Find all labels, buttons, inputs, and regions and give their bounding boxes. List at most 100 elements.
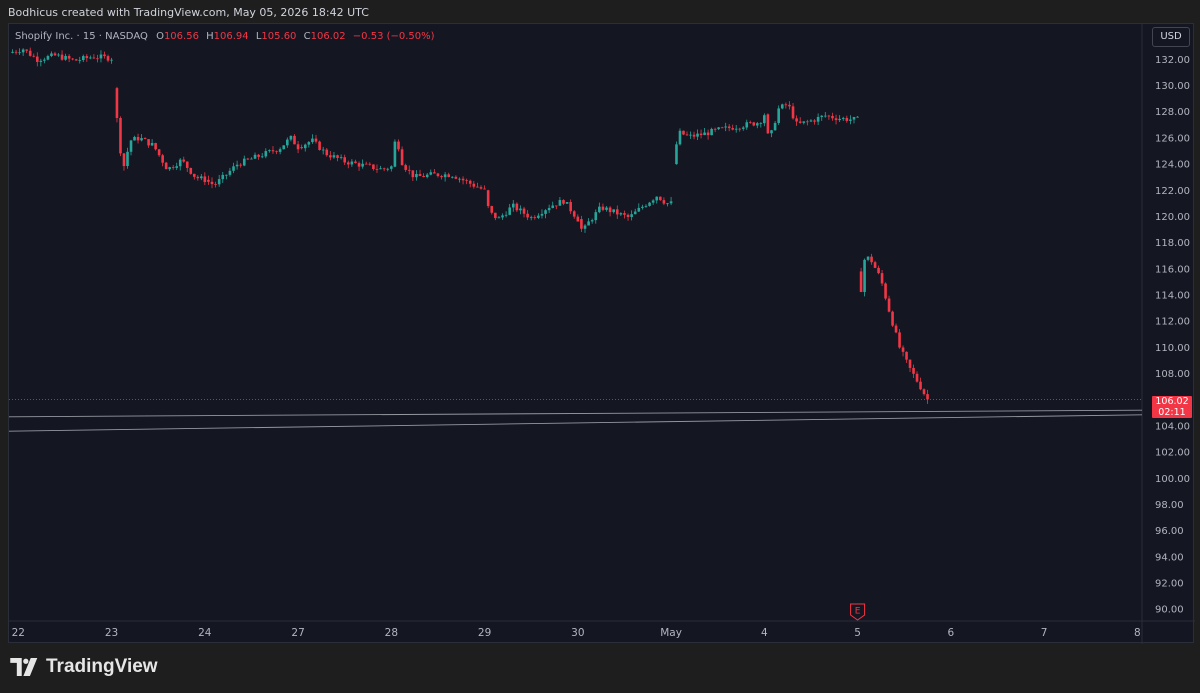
candle-body: [192, 173, 196, 177]
candle-body: [321, 149, 325, 151]
candle-body: [551, 205, 555, 208]
currency-button[interactable]: USD: [1152, 27, 1190, 47]
candle-body: [147, 139, 150, 146]
candle-body: [122, 153, 126, 167]
candle-body: [703, 132, 706, 136]
candle-body: [189, 167, 193, 174]
candle-body: [748, 122, 752, 124]
candle-body: [57, 54, 60, 56]
candle-body: [300, 147, 303, 149]
last-price-tag: 106.02 02:11: [1152, 396, 1192, 418]
x-tick-label: May: [660, 627, 682, 639]
candle-body: [734, 128, 738, 130]
candle-body: [605, 207, 608, 210]
candle-body: [157, 149, 161, 156]
candle-body: [379, 168, 382, 170]
candle-body: [870, 256, 873, 263]
candle-body: [225, 174, 228, 176]
candle-body: [662, 200, 666, 204]
candle-body: [696, 133, 699, 137]
candle-body: [633, 211, 637, 215]
candle-body: [508, 207, 511, 215]
candle-body: [533, 217, 537, 219]
candle-body: [648, 202, 651, 206]
candle-body: [339, 157, 343, 159]
candle-body: [519, 208, 522, 211]
candle-body: [282, 145, 286, 150]
high-label: H: [206, 31, 214, 42]
y-tick-label: 128.00: [1155, 107, 1190, 118]
y-tick-label: 118.00: [1155, 238, 1190, 249]
candle-body: [710, 128, 713, 136]
last-price-value: 106.02: [1155, 396, 1189, 407]
candle-body: [827, 115, 831, 117]
candle-body: [594, 212, 598, 221]
candle-body: [336, 155, 339, 158]
candle-body: [178, 159, 182, 167]
candle-body: [922, 389, 926, 395]
candle-body: [915, 373, 919, 382]
candle-body: [773, 122, 777, 131]
candle-body: [161, 155, 164, 163]
x-tick-label: 30: [571, 627, 584, 639]
candle-body: [196, 176, 200, 179]
candle-body: [845, 117, 849, 121]
tradingview-logo-icon: [10, 658, 38, 676]
candle-body: [28, 50, 32, 56]
low-label: L: [255, 31, 262, 42]
candle-body: [727, 126, 731, 129]
candle-body: [644, 205, 648, 207]
candle-body: [307, 142, 311, 145]
candle-body: [813, 120, 816, 122]
price-chart[interactable]: 90.00 92.00 94.00 96.00 98.00 100.00 102.00 104…: [9, 24, 1195, 644]
candle-body: [357, 163, 361, 167]
candle-body: [436, 173, 440, 177]
candle-body: [713, 128, 717, 130]
candle-body: [824, 115, 827, 117]
candle-body: [831, 115, 834, 119]
candle-body: [838, 118, 841, 121]
candle-body: [461, 178, 465, 181]
candle-body: [682, 130, 685, 135]
candle-body: [834, 118, 838, 121]
candle-body: [483, 188, 486, 190]
candle-body: [126, 151, 129, 167]
high-value: 106.94: [213, 31, 249, 42]
candle-body: [411, 170, 415, 178]
candle-body: [706, 132, 710, 136]
candle-body: [103, 54, 106, 57]
candle-body: [784, 104, 788, 106]
candle-body: [745, 122, 749, 128]
open-label: O: [156, 31, 164, 42]
symbol-label: Shopify Inc. · 15 · NASDAQ: [15, 31, 148, 42]
candle-body: [140, 138, 143, 141]
candle-body: [576, 216, 580, 222]
low-value: 105.60: [261, 31, 297, 42]
x-tick-label: 22: [12, 627, 25, 639]
earnings-marker-icon[interactable]: E: [850, 603, 866, 621]
candle-body: [50, 53, 53, 57]
candle-body: [479, 187, 483, 189]
candle-body: [136, 136, 140, 141]
close-label: C: [303, 31, 311, 42]
candle-body: [795, 118, 798, 122]
candle-body: [110, 59, 113, 61]
candle-body: [558, 200, 562, 206]
candle-body: [115, 88, 119, 119]
candle-body: [572, 211, 576, 217]
candle-body: [18, 52, 21, 54]
x-tick-label: 5: [854, 627, 861, 639]
candle-body: [472, 183, 476, 187]
candle-body: [64, 55, 67, 60]
candle-body: [816, 116, 820, 122]
candle-body: [555, 205, 558, 207]
y-tick-label: 110.00: [1155, 343, 1190, 354]
candle-body: [777, 108, 780, 123]
candle-body: [85, 56, 89, 59]
candle-body: [601, 206, 605, 210]
candle-body: [78, 60, 82, 61]
chart-frame[interactable]: 90.00 92.00 94.00 96.00 98.00 100.00 102.00 104…: [8, 23, 1195, 644]
candle-body: [884, 283, 887, 299]
candle-body: [926, 394, 929, 400]
candle-body: [154, 143, 157, 150]
